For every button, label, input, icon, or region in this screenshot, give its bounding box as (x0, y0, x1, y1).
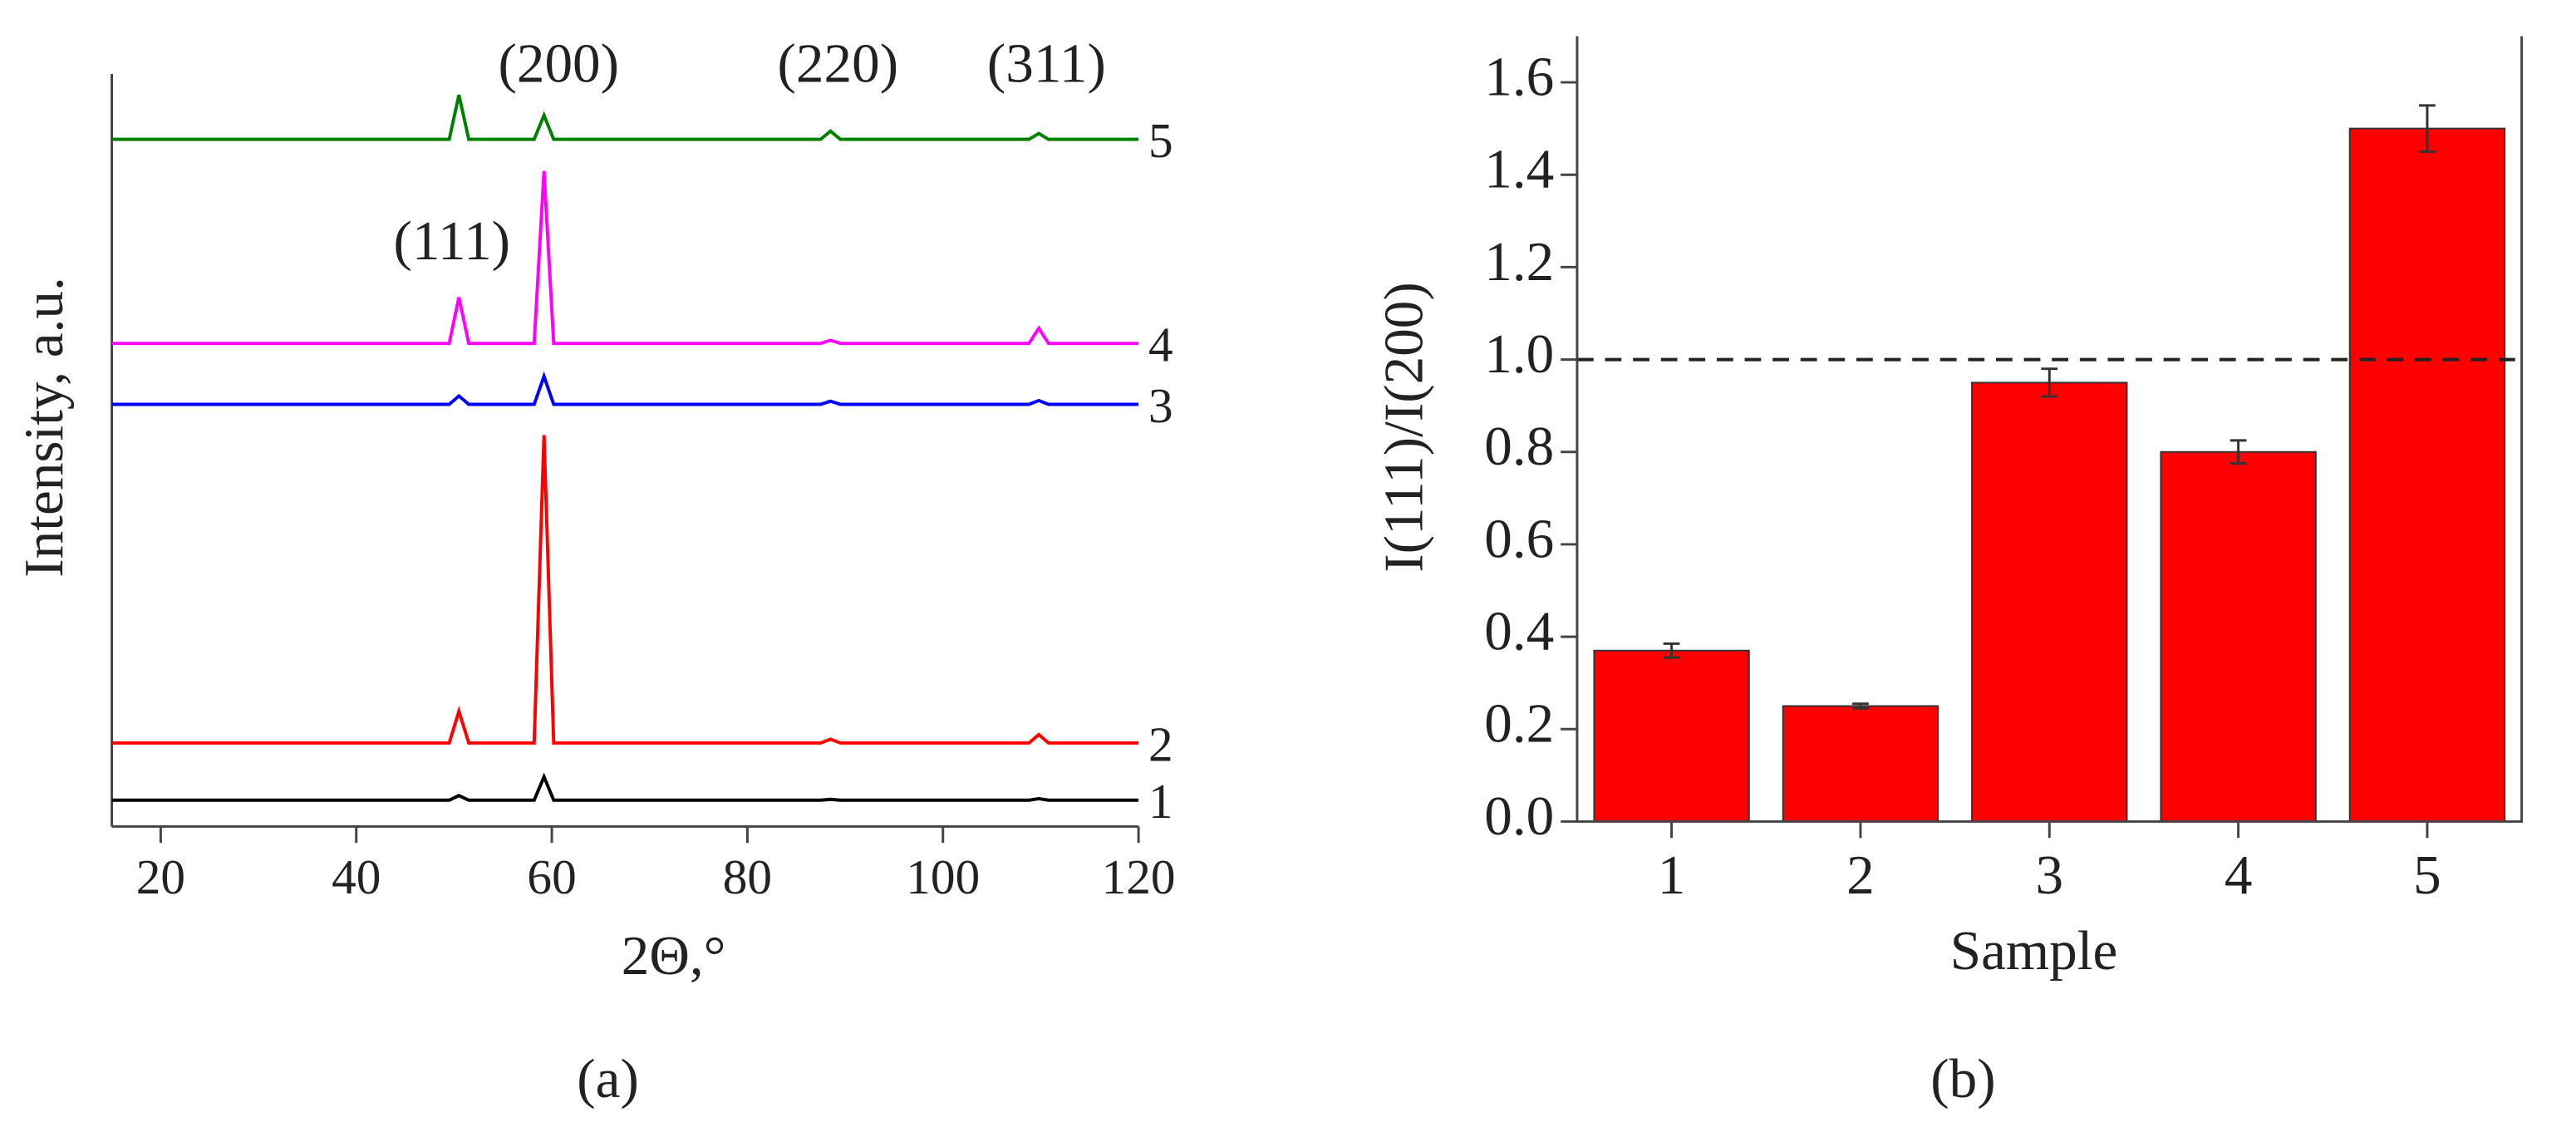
xrd-line (111, 435, 1139, 745)
xrd-line (111, 371, 1139, 406)
y-tick-label: 0.6 (1484, 507, 1554, 569)
series-label: 5 (1148, 113, 1173, 168)
x-axis-label: 2Θ,° (622, 924, 726, 987)
y-axis-label: Intensity, a.u. (12, 277, 75, 577)
y-tick-label: 0.8 (1484, 415, 1554, 477)
y-axis-label: I(111)/I(200) (1373, 282, 1435, 573)
x-tick-label: 20 (136, 849, 185, 904)
x-tick-label: 3 (2035, 844, 2063, 906)
y-tick-label: 1.2 (1484, 230, 1554, 293)
peak-annotation: (111) (393, 209, 510, 272)
y-tick-label: 1.0 (1484, 322, 1554, 385)
caption: (b) (1930, 1047, 1995, 1110)
xrd-line (111, 94, 1139, 141)
x-tick-label: 5 (2413, 844, 2441, 906)
caption: (a) (577, 1047, 639, 1110)
peak-annotation: (200) (498, 32, 619, 94)
error-bar (2419, 104, 2436, 153)
x-tick-label: 4 (2225, 844, 2253, 906)
y-tick-label: 1.6 (1484, 45, 1554, 107)
y-tick-label: 0.4 (1484, 600, 1554, 662)
error-bar (1852, 702, 1869, 710)
x-tick-label: 80 (723, 849, 772, 904)
peak-annotation: (220) (778, 32, 899, 94)
xrd-line (111, 772, 1139, 802)
x-axis-label: Sample (1950, 919, 2118, 982)
peak-annotation: (311) (987, 32, 1106, 94)
bar (2348, 127, 2506, 823)
xrd-line (111, 170, 1139, 346)
error-bar (2229, 439, 2247, 465)
bar (2160, 450, 2317, 823)
axes-frame (1576, 36, 2524, 823)
x-tick-label: 1 (1658, 844, 1686, 906)
bar (1782, 705, 1939, 823)
x-tick-label: 2 (1846, 844, 1875, 906)
y-tick-label: 0.0 (1484, 785, 1554, 847)
x-tick-label: 60 (527, 849, 576, 904)
y-tick-label: 0.2 (1484, 692, 1554, 755)
x-tick-label: 120 (1102, 849, 1176, 904)
series-label: 4 (1148, 317, 1173, 372)
x-tick-label: 40 (332, 849, 381, 904)
bar (1971, 381, 2128, 823)
error-bar (2041, 367, 2058, 398)
x-tick-label: 100 (906, 849, 980, 904)
series-label: 3 (1148, 378, 1173, 433)
error-bar (1663, 642, 1680, 659)
series-label: 1 (1148, 774, 1173, 829)
bar (1593, 649, 1750, 823)
y-tick-label: 1.4 (1484, 138, 1554, 200)
series-label: 2 (1148, 716, 1173, 771)
